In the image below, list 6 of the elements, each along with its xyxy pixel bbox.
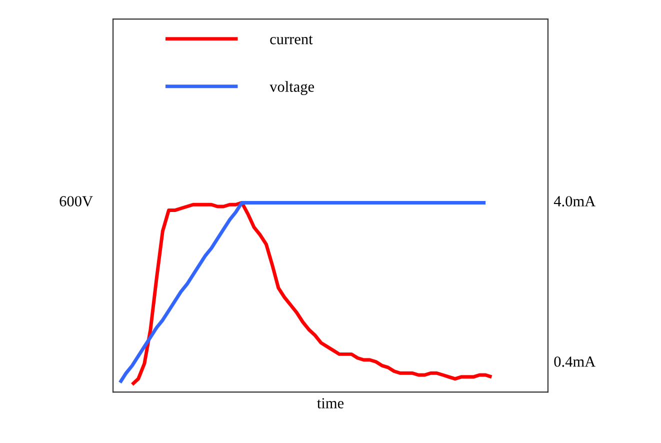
x-axis-title: time (317, 398, 344, 408)
text: 600V (60, 196, 93, 206)
text: 0.4mA (554, 356, 596, 367)
legend-label: current (270, 36, 313, 44)
text: 4.0mA (554, 196, 596, 206)
legend-label: voltage (270, 81, 314, 96)
